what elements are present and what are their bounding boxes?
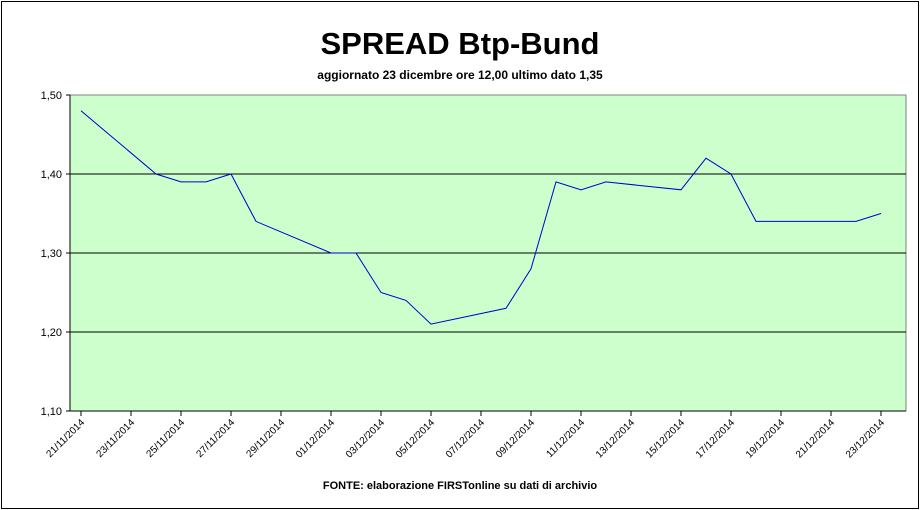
x-tick-label: 09/12/2014 (494, 417, 537, 460)
x-tick-label: 19/12/2014 (744, 417, 787, 460)
chart-source: FONTE: elaborazione FIRSTonline su dati … (322, 480, 598, 492)
y-tick-label: 1,20 (41, 327, 62, 339)
x-tick-label: 21/12/2014 (794, 417, 837, 460)
x-tick-label: 15/12/2014 (644, 417, 687, 460)
chart-subtitle: aggiornato 23 dicembre ore 12,00 ultimo … (317, 68, 603, 82)
x-tick-label: 07/12/2014 (444, 417, 487, 460)
x-tick-label: 29/11/2014 (244, 417, 287, 460)
x-tick-label: 05/12/2014 (394, 417, 437, 460)
x-tick-label: 21/11/2014 (44, 417, 87, 460)
x-tick-label: 23/12/2014 (844, 417, 887, 460)
y-tick-label: 1,40 (41, 169, 62, 181)
x-tick-label: 17/12/2014 (694, 417, 737, 460)
y-tick-label: 1,10 (41, 406, 62, 418)
x-tick-label: 11/12/2014 (544, 417, 587, 460)
x-tick-label: 03/12/2014 (344, 417, 387, 460)
x-tick-label: 13/12/2014 (594, 417, 637, 460)
x-tick-label: 01/12/2014 (294, 417, 337, 460)
x-tick-label: 23/11/2014 (94, 417, 137, 460)
y-tick-label: 1,50 (41, 90, 62, 102)
x-tick-label: 25/11/2014 (144, 417, 187, 460)
x-tick-label: 27/11/2014 (194, 417, 237, 460)
chart-title: SPREAD Btp-Bund (320, 26, 600, 61)
y-tick-label: 1,30 (41, 248, 62, 260)
